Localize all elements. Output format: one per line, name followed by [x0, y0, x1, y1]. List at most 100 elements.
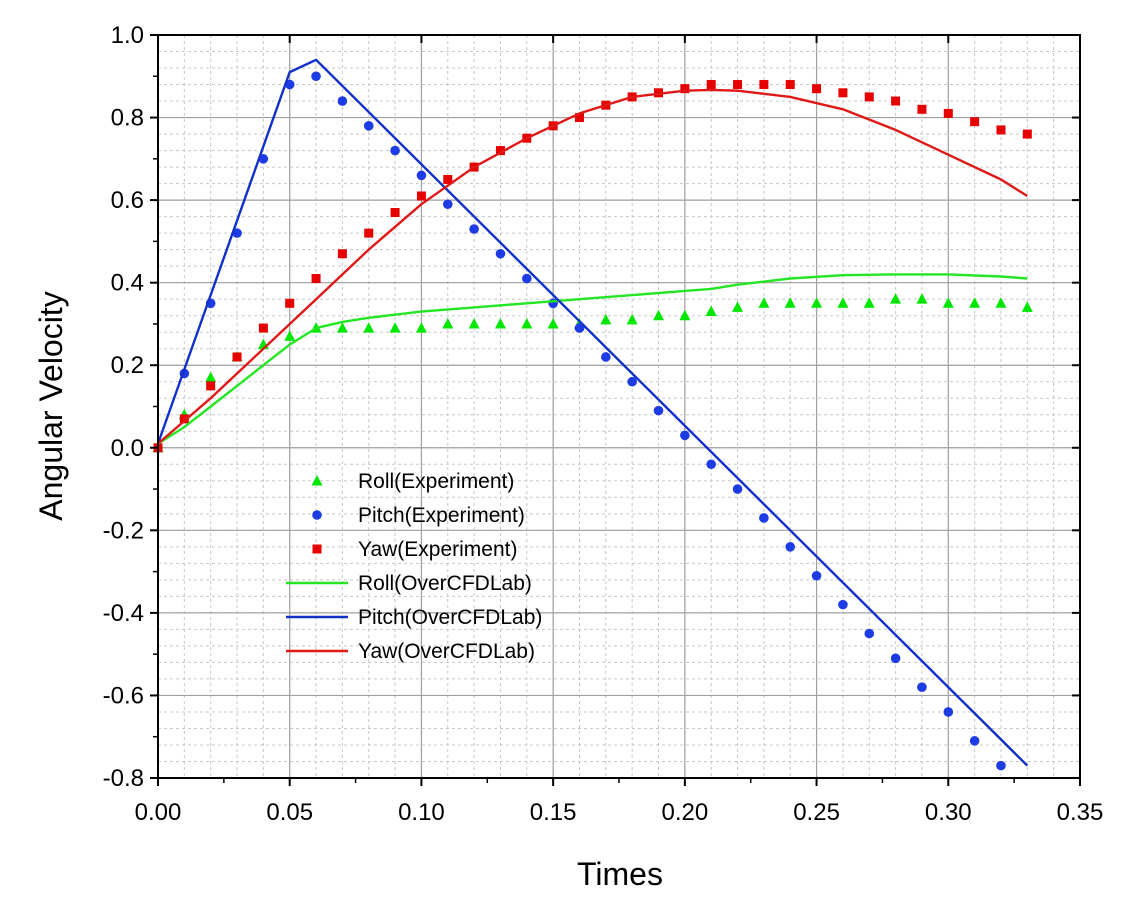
plot-frame: [157, 34, 1081, 779]
data-point-roll-experiment: [916, 293, 928, 304]
y-tick-label: 0.6: [111, 187, 144, 214]
y-tick-label: 1.0: [111, 22, 144, 49]
y-axis-title: Angular Velocity: [33, 291, 69, 520]
data-point-yaw-experiment: [838, 88, 848, 98]
data-point-yaw-experiment: [311, 274, 321, 284]
data-point-yaw-experiment: [996, 125, 1006, 135]
data-point-pitch-experiment: [706, 459, 716, 470]
data-point-yaw-experiment: [733, 80, 743, 90]
data-point-pitch-experiment: [627, 376, 637, 387]
data-point-roll-experiment: [837, 297, 849, 308]
data-point-yaw-experiment: [390, 207, 400, 217]
x-tick-label: 0.10: [398, 799, 445, 826]
legend-label: Yaw(OverCFDLab): [358, 640, 535, 663]
data-point-yaw-experiment: [443, 174, 453, 184]
x-axis-title: Times: [577, 856, 663, 892]
legend-label: Yaw(Experiment): [358, 538, 518, 561]
data-point-roll-experiment: [205, 371, 217, 383]
data-point-pitch-experiment: [864, 628, 875, 639]
y-tick-label: 0.8: [111, 105, 144, 132]
x-tick-label: 0.35: [1057, 799, 1104, 826]
data-point-roll-experiment: [442, 317, 454, 329]
data-point-pitch-experiment: [996, 760, 1006, 771]
legend-label: Roll(Experiment): [358, 470, 514, 493]
data-point-yaw-experiment: [812, 84, 822, 94]
data-point-yaw-experiment: [943, 108, 953, 118]
data-point-roll-experiment: [1021, 301, 1033, 312]
data-point-roll-experiment: [784, 297, 796, 308]
data-point-yaw-experiment: [179, 414, 189, 424]
legend-label: Pitch(Experiment): [358, 504, 525, 527]
data-point-yaw-experiment: [337, 249, 347, 259]
x-tick-label: 0.20: [661, 799, 708, 826]
data-point-yaw-experiment: [574, 113, 584, 123]
y-tick-label: 0.2: [111, 352, 144, 379]
data-point-roll-experiment: [415, 322, 427, 333]
data-point-roll-experiment: [653, 309, 665, 321]
data-point-roll-experiment: [863, 297, 875, 308]
data-point-yaw-experiment: [364, 228, 374, 238]
data-point-pitch-experiment: [495, 248, 506, 259]
data-point-roll-experiment: [468, 317, 480, 329]
data-point-pitch-experiment: [890, 653, 901, 664]
data-point-pitch-experiment: [785, 542, 796, 552]
data-point-roll-experiment: [705, 305, 717, 317]
x-tick-label: 0.25: [793, 799, 840, 826]
data-point-roll-experiment: [336, 322, 348, 333]
y-tick-label: 0.4: [111, 270, 144, 297]
data-point-roll-experiment: [494, 317, 506, 329]
legend-swatch-yaw-experiment: [312, 544, 322, 554]
data-point-roll-experiment: [679, 309, 691, 321]
y-tick-label: -0.6: [103, 682, 144, 709]
x-tick-label: 0.05: [266, 799, 313, 826]
data-point-roll-experiment: [969, 297, 981, 308]
data-point-yaw-experiment: [759, 80, 769, 90]
data-point-yaw-experiment: [232, 352, 242, 362]
data-point-pitch-experiment: [917, 682, 927, 692]
axes-layer: 0.00 0.05 0.10 0.15 0.20 0.25 0.30 0.35 -0.8 -0.6…: [103, 22, 1104, 826]
data-point-pitch-experiment: [732, 484, 743, 494]
data-point-yaw-experiment: [917, 104, 927, 114]
y-tick-label: -0.2: [103, 517, 144, 544]
data-point-yaw-experiment: [680, 84, 690, 94]
data-point-roll-experiment: [811, 297, 823, 308]
data-point-pitch-experiment: [416, 170, 427, 181]
series-line-roll-overcfdlab: [157, 273, 1028, 445]
data-point-pitch-experiment: [469, 224, 479, 234]
data-point-pitch-experiment: [390, 145, 400, 156]
y-tick-label: 0.0: [111, 435, 144, 462]
data-point-yaw-experiment: [416, 191, 426, 201]
data-point-yaw-experiment: [285, 298, 295, 308]
legend-label: Pitch(OverCFDLab): [358, 606, 542, 629]
data-point-yaw-experiment: [258, 323, 268, 333]
data-point-pitch-experiment: [969, 736, 980, 746]
data-point-roll-experiment: [389, 322, 401, 333]
data-point-roll-experiment: [626, 313, 638, 325]
data-point-pitch-experiment: [601, 352, 611, 362]
data-point-pitch-experiment: [337, 96, 348, 106]
data-point-yaw-experiment: [864, 92, 874, 102]
data-point-yaw-experiment: [891, 96, 901, 106]
legend-label: Roll(OverCFDLab): [358, 572, 532, 595]
series-line-yaw-overcfdlab: [157, 88, 1028, 445]
data-point-roll-experiment: [995, 297, 1007, 308]
x-tick-label: 0.30: [925, 799, 972, 826]
x-tick-label: 0.00: [135, 799, 182, 826]
data-point-roll-experiment: [521, 317, 533, 329]
data-point-pitch-experiment: [811, 570, 822, 581]
data-point-pitch-experiment: [838, 599, 848, 610]
data-point-pitch-experiment: [311, 71, 321, 82]
data-point-roll-experiment: [890, 293, 902, 304]
data-point-pitch-experiment: [943, 707, 954, 717]
x-tick-label: 0.15: [530, 799, 577, 826]
data-point-roll-experiment: [600, 313, 612, 325]
data-point-pitch-experiment: [759, 513, 769, 523]
series-layer: [152, 58, 1033, 771]
data-point-roll-experiment: [732, 301, 744, 312]
y-tick-label: -0.8: [103, 765, 144, 792]
legend: Roll(Experiment) Pitch(Experiment) Yaw(Exp…: [286, 470, 542, 663]
data-point-roll-experiment: [758, 297, 770, 308]
legend-swatch-pitch-experiment: [312, 510, 322, 520]
data-point-roll-experiment: [284, 330, 296, 341]
